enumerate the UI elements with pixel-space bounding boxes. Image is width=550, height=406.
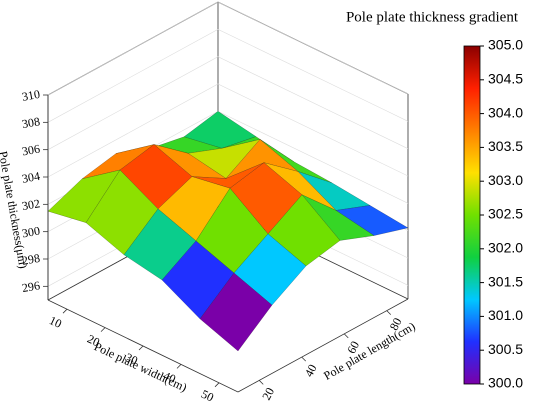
colorbar-tick-label: 304.0	[488, 104, 523, 120]
z-tick-label: 304	[21, 169, 41, 186]
colorbar-tick-label: 304.5	[488, 71, 523, 87]
x-tick-label: 10	[47, 313, 64, 331]
tick-mark	[62, 308, 68, 314]
grid-line	[47, 1, 409, 96]
z-tick-label: 298	[21, 251, 41, 268]
z-tick-label: 302	[21, 196, 41, 213]
grid-line	[47, 28, 409, 123]
surface-patch	[199, 272, 273, 352]
x-tick-label: 30	[123, 350, 140, 368]
surface-patch	[335, 205, 409, 236]
z-tick-label: 310	[21, 87, 41, 104]
x-tick-label: 40	[161, 368, 178, 386]
tick-mark	[214, 382, 220, 388]
colorbar-tick-label: 305.0	[488, 37, 523, 53]
z-tick-label: 296	[21, 278, 41, 295]
colorbar-tick-label: 301.5	[488, 273, 523, 289]
colorbar-tick-label: 302.5	[488, 206, 523, 222]
colorbar-tick-label: 300.0	[488, 375, 523, 391]
z-tick-label: 306	[21, 142, 41, 159]
chart-title: Pole plate thickness gradient	[346, 9, 519, 25]
tick-mark	[176, 364, 182, 369]
y-axis-title: Pole plate length(cm)	[321, 319, 417, 383]
surface-patch	[267, 194, 341, 267]
colorbar: 300.0 300.5 301.0 301.5 302.0 302.5 303.0 303.5…	[463, 37, 523, 391]
colorbar-tick-label: 303.0	[488, 172, 523, 188]
y-tick-label: 20	[259, 385, 277, 402]
y-tick-label: 60	[344, 339, 362, 356]
colorbar-tick-label: 302.0	[488, 240, 523, 256]
tick-mark	[100, 327, 106, 332]
colorbar-tick-label: 300.5	[488, 341, 523, 357]
y-tick-label: 80	[387, 315, 405, 332]
x-tick-label: 20	[85, 332, 102, 350]
z-tick-label: 308	[21, 114, 41, 131]
colorbar-ramp	[463, 45, 481, 385]
tick-mark	[343, 333, 349, 339]
surface-patch	[233, 233, 307, 306]
x-tick-label: 50	[199, 387, 216, 405]
grid-line	[47, 56, 409, 150]
colorbar-tick-label: 303.5	[488, 138, 523, 154]
z-tick-label: 300	[21, 224, 41, 241]
x-axis-title: Pole plate width(cm)	[92, 339, 189, 394]
grid-line	[47, 83, 409, 178]
tick-mark	[258, 380, 264, 385]
y-tick-label: 40	[302, 362, 320, 379]
surface-patch	[301, 194, 375, 241]
colorbar-tick-label: 301.0	[488, 307, 523, 323]
tick-mark	[386, 310, 392, 315]
axis-line	[237, 298, 409, 393]
tick-mark	[138, 345, 144, 351]
tick-mark	[301, 356, 307, 362]
